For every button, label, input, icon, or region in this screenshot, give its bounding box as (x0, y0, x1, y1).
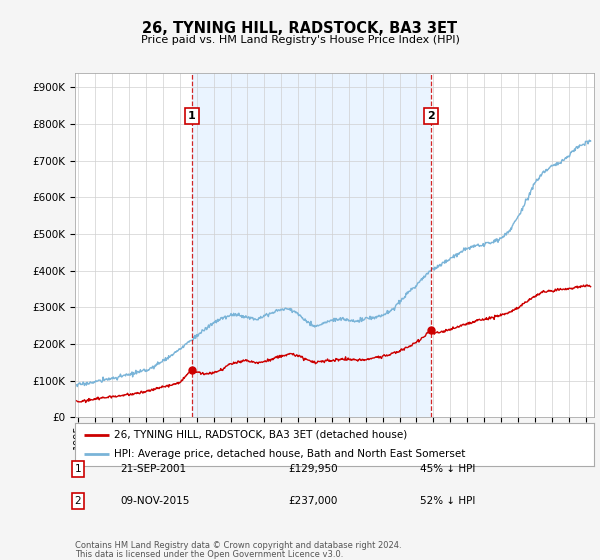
Text: 1: 1 (188, 111, 196, 121)
Text: 21-SEP-2001: 21-SEP-2001 (120, 464, 186, 474)
Text: This data is licensed under the Open Government Licence v3.0.: This data is licensed under the Open Gov… (75, 550, 343, 559)
Text: 09-NOV-2015: 09-NOV-2015 (120, 496, 190, 506)
Text: £237,000: £237,000 (288, 496, 337, 506)
Bar (192, 73, 431, 417)
Text: Price paid vs. HM Land Registry's House Price Index (HPI): Price paid vs. HM Land Registry's House … (140, 35, 460, 45)
Text: 26, TYNING HILL, RADSTOCK, BA3 3ET (detached house): 26, TYNING HILL, RADSTOCK, BA3 3ET (deta… (114, 430, 407, 440)
Text: 26, TYNING HILL, RADSTOCK, BA3 3ET: 26, TYNING HILL, RADSTOCK, BA3 3ET (142, 21, 458, 36)
Text: HPI: Average price, detached house, Bath and North East Somerset: HPI: Average price, detached house, Bath… (114, 450, 466, 459)
Text: Contains HM Land Registry data © Crown copyright and database right 2024.: Contains HM Land Registry data © Crown c… (75, 541, 401, 550)
Text: 2: 2 (74, 496, 82, 506)
Text: 45% ↓ HPI: 45% ↓ HPI (420, 464, 475, 474)
Text: 52% ↓ HPI: 52% ↓ HPI (420, 496, 475, 506)
Text: 1: 1 (74, 464, 82, 474)
Text: £129,950: £129,950 (288, 464, 338, 474)
Text: 2: 2 (427, 111, 435, 121)
